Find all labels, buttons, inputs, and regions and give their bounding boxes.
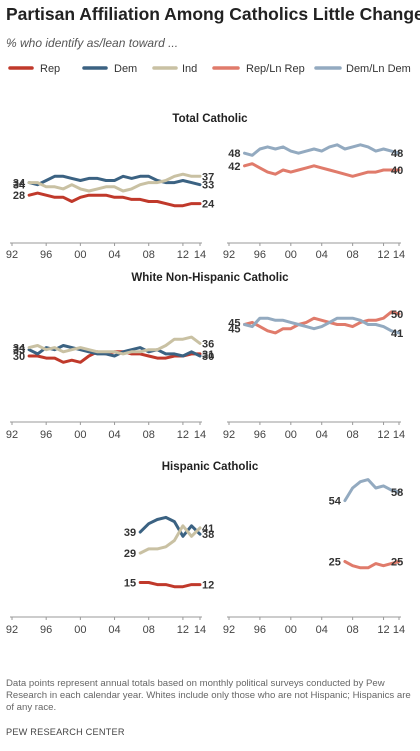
data-label-0-left-2: 28: [13, 190, 25, 202]
data-label-2-right-0: 54: [329, 496, 342, 508]
chart-subtitle: % who identify as/lean toward ...: [6, 36, 179, 50]
x-tick-label-0-right-3: 04: [316, 249, 328, 261]
data-label-0-right-2: 48: [391, 148, 403, 160]
x-tick-label-2-left-6: 14: [194, 624, 206, 636]
x-tick-label-2-left-0: 92: [6, 624, 18, 636]
data-label-1-right-1: 45: [228, 324, 240, 336]
x-tick-label-1-right-5: 12: [377, 429, 389, 441]
data-label-1-left-3: 36: [202, 338, 214, 350]
data-label-1-left-0: 34: [13, 343, 26, 355]
series-line-2-left-2: [138, 524, 202, 555]
x-tick-label-0-left-3: 04: [108, 249, 120, 261]
x-tick-label-0-right-2: 00: [285, 249, 297, 261]
x-tick-label-1-right-4: 08: [347, 429, 359, 441]
data-label-0-left-3: 37: [202, 171, 214, 183]
x-tick-label-1-left-4: 08: [143, 429, 155, 441]
x-tick-label-2-right-1: 96: [254, 624, 266, 636]
legend-label-3: Rep/Ln Rep: [246, 63, 305, 75]
series-line-2-right-0: [343, 560, 401, 570]
data-label-2-left-3: 41: [202, 523, 214, 535]
series-line-2-left-1: [138, 515, 202, 538]
x-tick-label-2-right-2: 00: [285, 624, 297, 636]
series-line-1-left-2: [27, 335, 202, 356]
data-label-0-left-1: 34: [13, 180, 26, 192]
series-line-0-left-2: [27, 172, 202, 193]
legend-label-2: Ind: [182, 63, 197, 75]
x-tick-label-1-left-3: 04: [108, 429, 120, 441]
x-tick-label-1-left-0: 92: [6, 429, 18, 441]
charts-canvas: Rep Dem Ind Rep/Ln Rep Dem/Ln Dem Total Catho…: [6, 63, 411, 636]
data-label-1-right-0: 45: [228, 317, 240, 329]
panel-title-0: Total Catholic: [172, 113, 248, 125]
data-label-0-right-0: 48: [228, 148, 240, 160]
data-label-2-right-2: 58: [391, 487, 403, 499]
data-label-0-left-0: 34: [13, 178, 26, 190]
x-tick-label-0-left-0: 92: [6, 249, 18, 261]
x-tick-label-2-left-3: 04: [108, 624, 120, 636]
data-label-2-left-5: 12: [202, 580, 214, 592]
data-label-2-right-1: 25: [329, 557, 341, 569]
panel-title-2: Hispanic Catholic: [162, 461, 259, 473]
x-tick-label-0-left-5: 12: [177, 249, 189, 261]
chart-title: Partisan Affiliation Among Catholics Lit…: [6, 4, 420, 24]
x-tick-label-2-right-5: 12: [377, 624, 389, 636]
x-tick-label-0-right-4: 08: [347, 249, 359, 261]
data-label-0-right-1: 42: [228, 161, 240, 173]
x-tick-label-1-left-5: 12: [177, 429, 189, 441]
x-tick-label-1-right-3: 04: [316, 429, 328, 441]
series-line-2-left-0: [138, 581, 202, 589]
x-tick-label-2-right-3: 04: [316, 624, 328, 636]
legend-label-4: Dem/Ln Dem: [346, 63, 411, 75]
panel-title-1: White Non-Hispanic Catholic: [131, 272, 289, 284]
x-tick-label-1-left-2: 00: [74, 429, 86, 441]
series-line-1-right-1: [243, 316, 401, 335]
data-label-2-left-1: 29: [124, 548, 136, 560]
series-line-2-right-1: [343, 478, 401, 503]
x-tick-label-2-left-1: 96: [40, 624, 52, 636]
x-tick-label-2-right-6: 14: [393, 624, 405, 636]
legend-label-0: Rep: [40, 63, 60, 75]
x-tick-label-2-left-5: 12: [177, 624, 189, 636]
x-tick-label-1-left-6: 14: [194, 429, 206, 441]
data-label-1-left-1: 33: [13, 345, 25, 357]
x-tick-label-0-right-6: 14: [393, 249, 405, 261]
data-label-1-left-5: 30: [202, 351, 214, 363]
x-tick-label-1-right-6: 14: [393, 429, 405, 441]
data-label-2-left-2: 15: [124, 578, 136, 590]
data-label-0-left-4: 33: [202, 180, 214, 192]
data-label-0-left-5: 24: [202, 199, 215, 211]
x-tick-label-2-right-0: 92: [223, 624, 235, 636]
data-label-2-left-4: 38: [202, 529, 214, 541]
data-label-2-left-0: 39: [124, 527, 136, 539]
data-label-1-right-3: 41: [391, 328, 403, 340]
source-label: PEW RESEARCH CENTER: [6, 727, 125, 737]
x-tick-label-0-right-5: 12: [377, 249, 389, 261]
x-tick-label-0-left-1: 96: [40, 249, 52, 261]
series-line-0-right-1: [243, 143, 401, 157]
x-tick-label-1-right-0: 92: [223, 429, 235, 441]
x-tick-label-0-left-4: 08: [143, 249, 155, 261]
data-label-1-right-2: 50: [391, 309, 403, 321]
x-tick-label-1-right-1: 96: [254, 429, 266, 441]
x-tick-label-1-left-1: 96: [40, 429, 52, 441]
footnote: Data points represent annual totals base…: [6, 678, 411, 713]
x-tick-label-0-left-2: 00: [74, 249, 86, 261]
legend-label-1: Dem: [114, 63, 137, 75]
x-tick-label-1-right-2: 00: [285, 429, 297, 441]
series-line-0-left-1: [27, 174, 202, 187]
series-line-1-right-0: [243, 310, 401, 335]
x-tick-label-0-right-1: 96: [254, 249, 266, 261]
data-label-0-right-3: 40: [391, 165, 403, 177]
x-tick-label-2-right-4: 08: [347, 624, 359, 636]
x-tick-label-0-left-6: 14: [194, 249, 206, 261]
x-tick-label-2-left-2: 00: [74, 624, 86, 636]
x-tick-label-2-left-4: 08: [143, 624, 155, 636]
data-label-2-right-3: 25: [391, 557, 403, 569]
data-label-1-left-4: 31: [202, 349, 214, 361]
x-tick-label-0-right-0: 92: [223, 249, 235, 261]
series-line-0-right-0: [243, 162, 401, 178]
data-label-1-left-2: 30: [13, 351, 25, 363]
series-line-0-left-0: [27, 191, 202, 208]
